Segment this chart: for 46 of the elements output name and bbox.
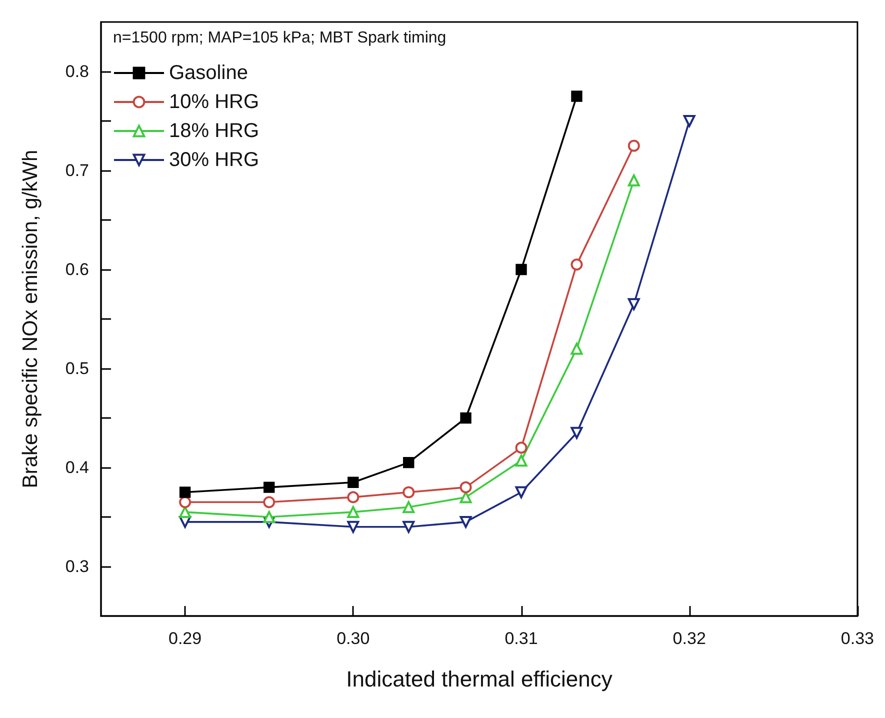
point: [347, 506, 360, 518]
x-tick-label: 0.30: [336, 629, 370, 648]
point: [628, 174, 640, 186]
legend-label: Gasoline: [169, 62, 248, 84]
legend-label: 18% HRG: [169, 120, 260, 142]
x-tick-label: 0.31: [504, 629, 538, 648]
point: [460, 481, 472, 494]
point: [402, 501, 415, 514]
x-tick-label: 0.33: [840, 629, 874, 648]
y-tick-label: 0.8: [65, 62, 89, 81]
point: [402, 520, 415, 533]
point: [515, 486, 528, 498]
point: [179, 496, 192, 508]
point: [628, 140, 640, 152]
point: [515, 442, 528, 454]
point: [683, 115, 696, 127]
point: [263, 511, 276, 523]
point: [348, 476, 359, 488]
point: [570, 426, 583, 439]
point: [263, 496, 276, 508]
y-axis-title: Brake specific NOx emission, g/kWh: [19, 150, 42, 488]
point: [460, 516, 472, 528]
point: [571, 90, 582, 102]
point: [516, 264, 527, 276]
point: [347, 491, 360, 504]
y-tick-label: 0.3: [65, 557, 89, 576]
point: [347, 520, 360, 533]
legend-label: 30% HRG: [169, 149, 260, 171]
annotation: n=1500 rpm; MAP=105 kPa; MBT Spark timing: [113, 30, 446, 46]
point: [570, 258, 583, 271]
point: [264, 482, 275, 493]
point: [403, 456, 414, 468]
x-tick-label: 0.32: [672, 629, 706, 648]
y-tick-label: 0.6: [65, 260, 89, 279]
point: [628, 298, 640, 310]
point: [515, 454, 528, 467]
x-axis-title: Indicated thermal efficiency: [346, 666, 612, 692]
point: [460, 412, 472, 424]
y-tick-label: 0.5: [65, 359, 89, 378]
point: [402, 486, 415, 498]
y-tick-label: 0.7: [65, 161, 89, 180]
point: [179, 486, 191, 498]
x-tick-label: 0.29: [168, 629, 202, 648]
y-tick-label: 0.4: [65, 458, 89, 477]
point: [570, 342, 583, 355]
legend-label: 10% HRG: [169, 91, 260, 113]
